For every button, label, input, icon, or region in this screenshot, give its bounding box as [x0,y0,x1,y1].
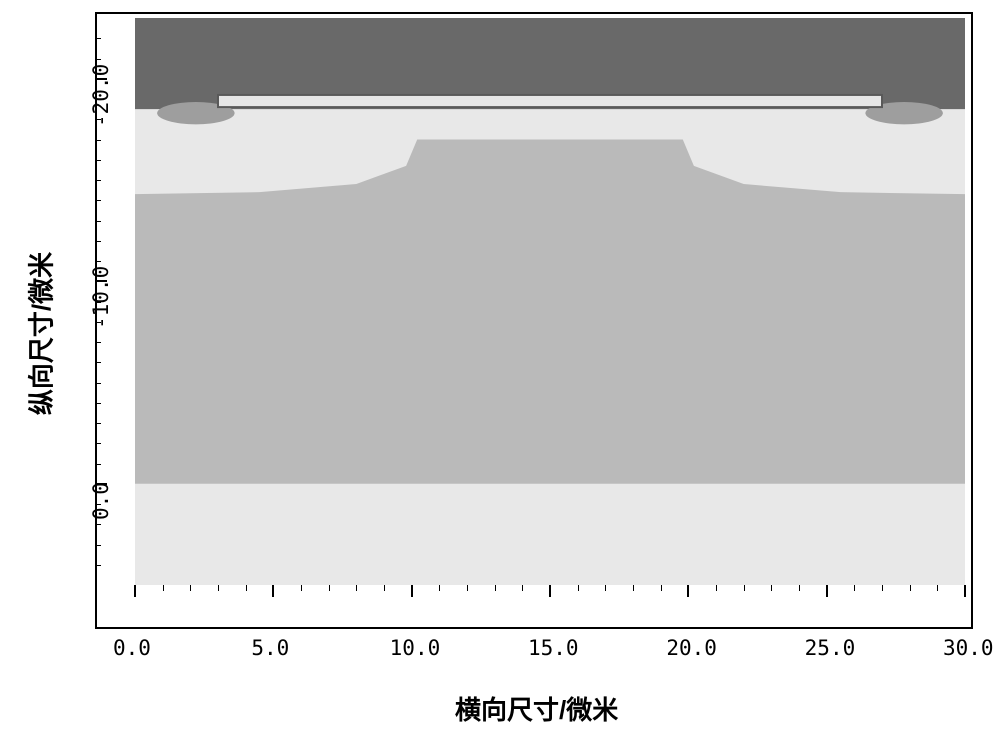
x-minor-tick [854,585,855,591]
x-minor-tick [495,585,496,591]
x-major-tick [411,585,413,597]
y-minor-tick [95,464,101,465]
y-minor-tick [95,160,101,161]
x-minor-tick [605,585,606,591]
simulation-cross-section [135,18,965,585]
x-tick-label: 15.0 [528,636,579,660]
x-minor-tick [467,585,468,591]
x-minor-tick [771,585,772,591]
x-major-tick [964,585,966,597]
x-minor-tick [301,585,302,591]
x-tick-label: 0.0 [113,636,151,660]
x-tick-label: 20.0 [666,636,717,660]
plot-area [135,18,965,585]
x-minor-tick [439,585,440,591]
y-minor-tick [95,545,101,546]
x-major-tick [549,585,551,597]
y-minor-tick [95,200,101,201]
y-tick-label: -20.0 [89,64,113,127]
y-tick-label: 0.0 [89,482,113,520]
y-minor-tick [95,241,101,242]
y-minor-tick [95,221,101,222]
y-axis-label: 纵向尺寸/微米 [22,244,59,424]
y-minor-tick [95,322,101,323]
y-minor-tick [95,443,101,444]
x-major-tick [826,585,828,597]
y-minor-tick [95,383,101,384]
x-minor-tick [218,585,219,591]
x-minor-tick [522,585,523,591]
y-minor-tick [95,504,101,505]
y-minor-tick [95,342,101,343]
y-minor-tick [95,99,101,100]
y-minor-tick [95,524,101,525]
x-minor-tick [356,585,357,591]
y-minor-tick [95,38,101,39]
x-tick-label: 5.0 [251,636,289,660]
y-minor-tick [95,140,101,141]
x-minor-tick [578,585,579,591]
x-axis-label: 横向尺寸/微米 [455,690,618,727]
x-minor-tick [661,585,662,591]
y-minor-tick [95,261,101,262]
x-major-tick [272,585,274,597]
x-minor-tick [716,585,717,591]
x-minor-tick [882,585,883,591]
x-minor-tick [190,585,191,591]
x-tick-label: 30.0 [943,636,994,660]
y-minor-tick [95,423,101,424]
x-minor-tick [633,585,634,591]
y-minor-tick [95,362,101,363]
x-minor-tick [744,585,745,591]
y-minor-tick [95,180,101,181]
y-minor-tick [95,59,101,60]
y-tick-label: -10.0 [89,266,113,329]
x-minor-tick [246,585,247,591]
x-minor-tick [329,585,330,591]
x-minor-tick [799,585,800,591]
x-tick-label: 25.0 [805,636,856,660]
y-minor-tick [95,565,101,566]
x-minor-tick [384,585,385,591]
x-major-tick [134,585,136,597]
x-minor-tick [910,585,911,591]
x-minor-tick [163,585,164,591]
x-major-tick [687,585,689,597]
y-minor-tick [95,302,101,303]
x-tick-label: 10.0 [390,636,441,660]
x-minor-tick [937,585,938,591]
y-minor-tick [95,403,101,404]
y-minor-tick [95,119,101,120]
